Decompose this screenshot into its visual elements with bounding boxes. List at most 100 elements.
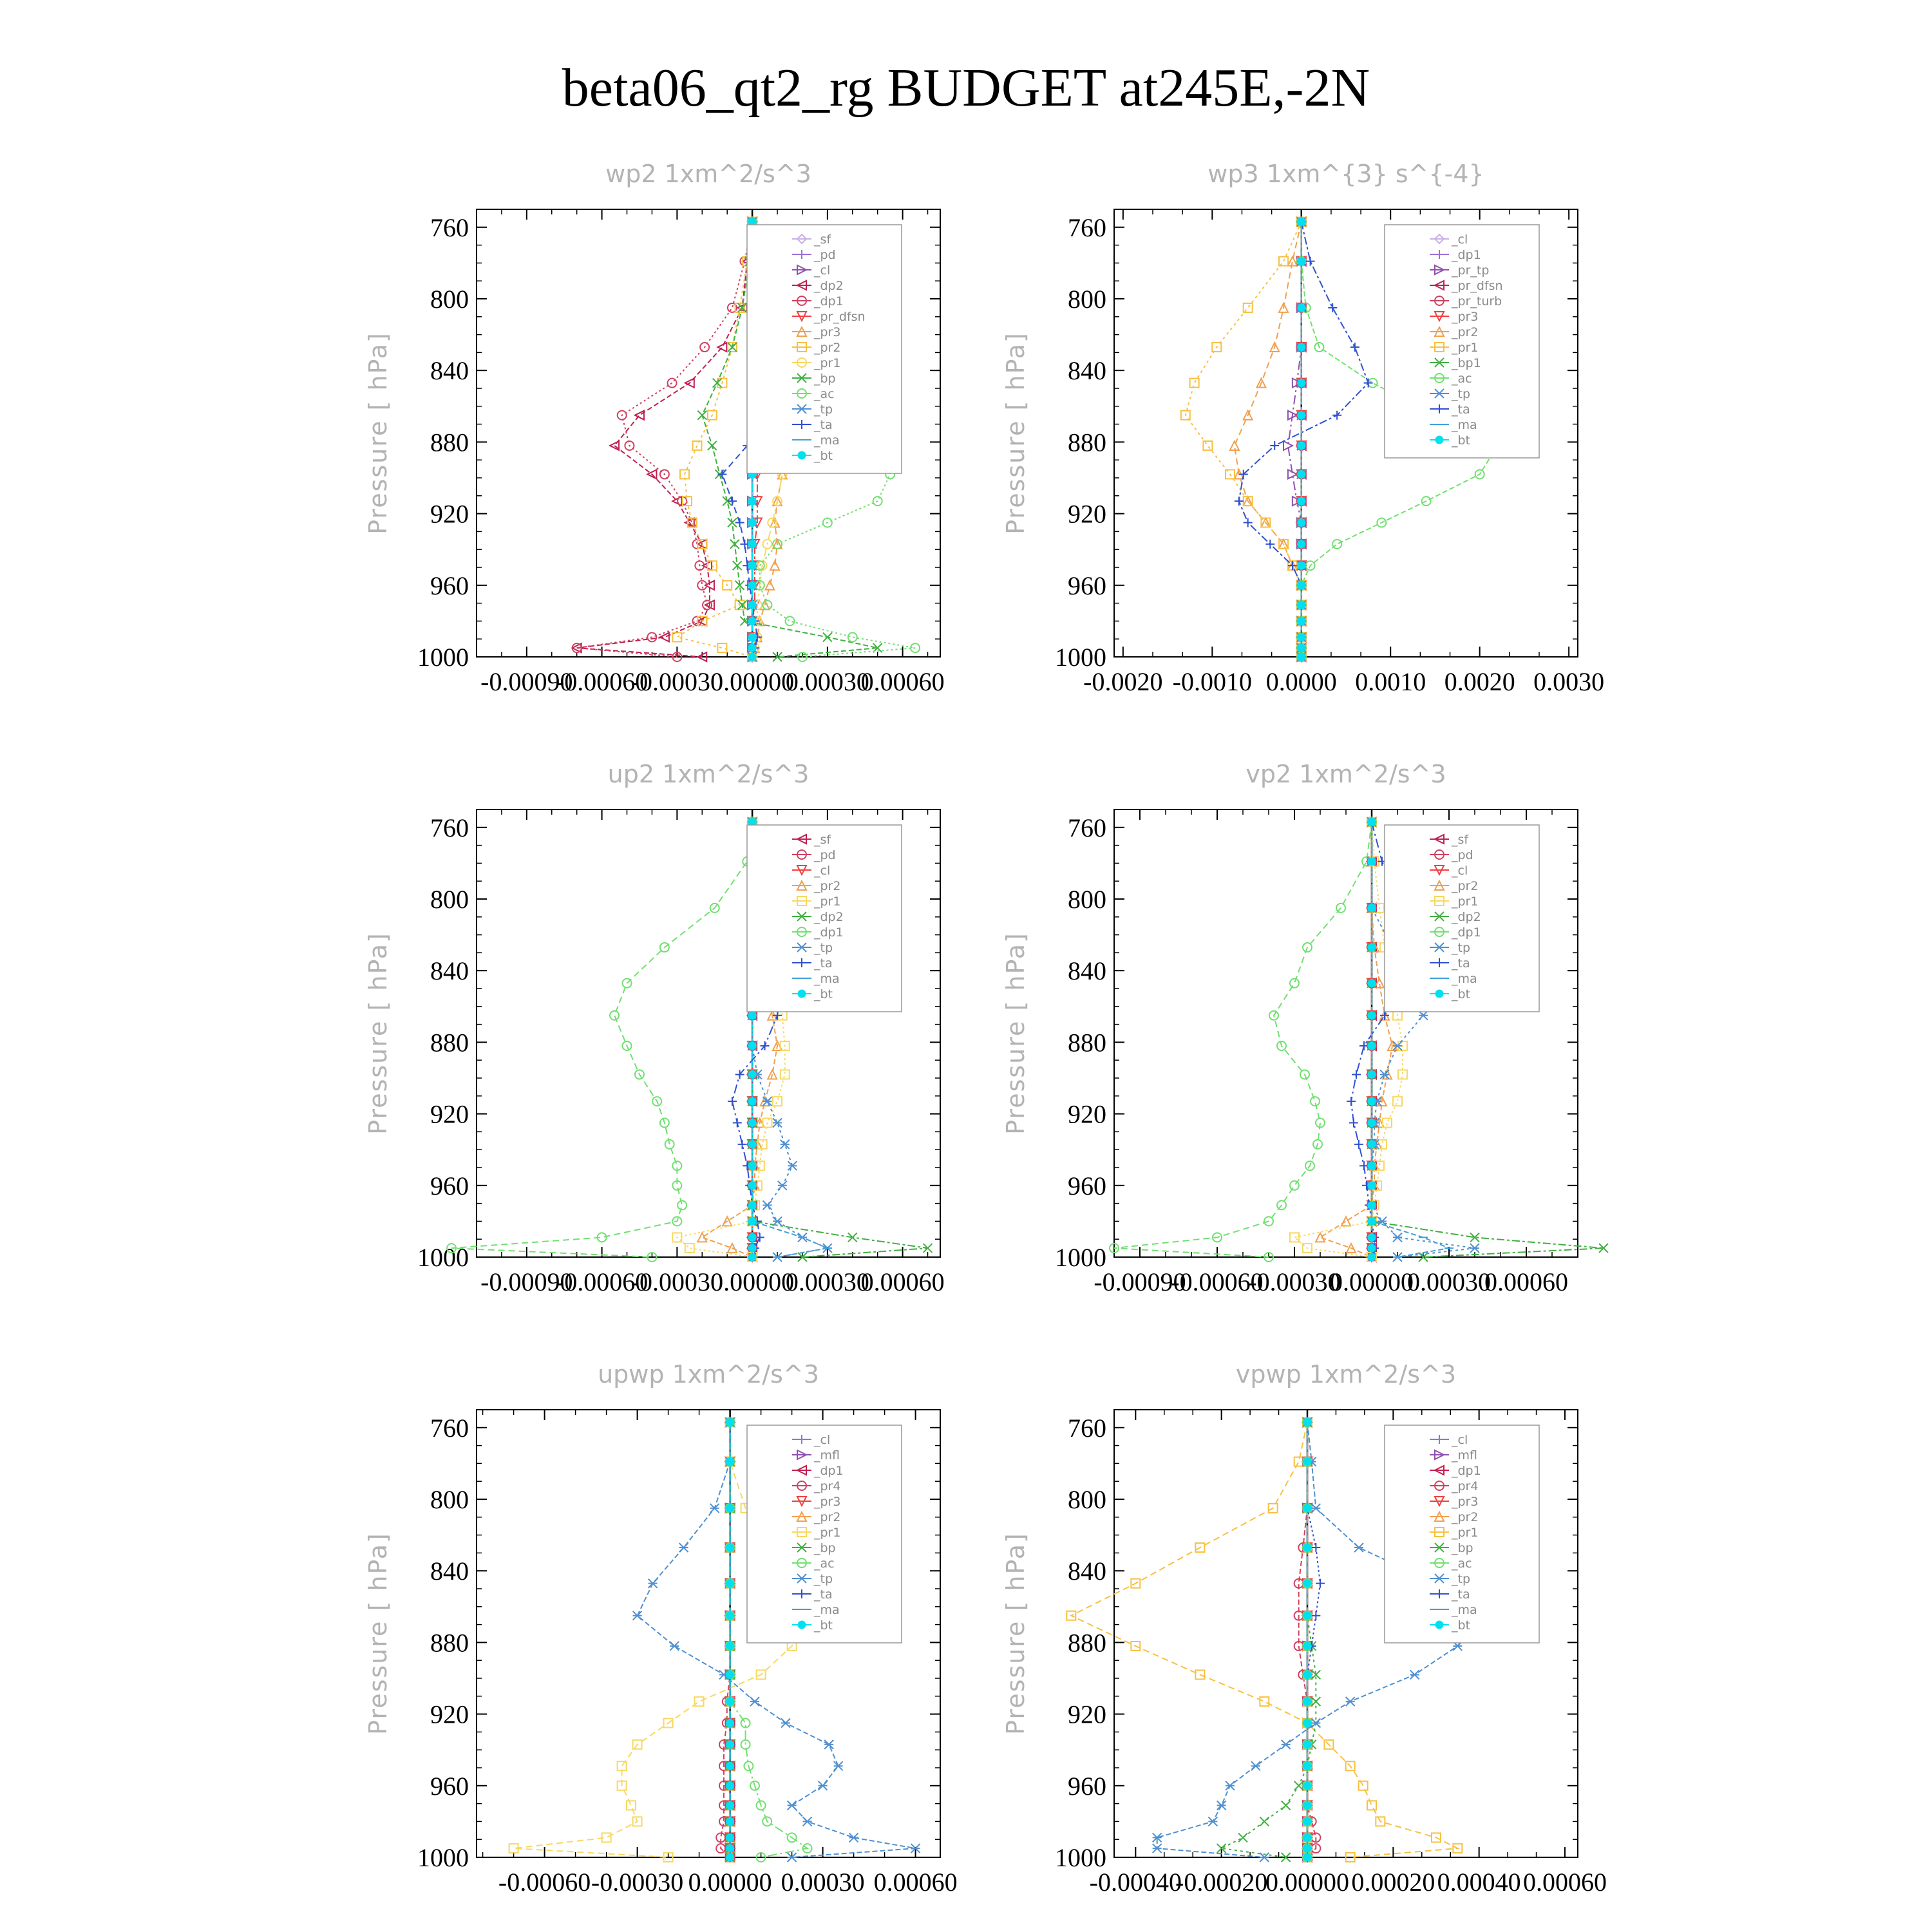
data-point <box>730 539 740 549</box>
data-point <box>787 1160 798 1171</box>
data-point <box>772 1216 782 1227</box>
data-point <box>692 440 703 451</box>
data-point <box>757 560 768 571</box>
data-point <box>726 1611 735 1620</box>
legend-label: _pr1 <box>1451 895 1478 909</box>
data-point <box>726 1740 735 1749</box>
data-point <box>683 516 695 529</box>
data-point <box>772 538 783 549</box>
y-axis-label: Pressure [ hPa] <box>1001 332 1030 535</box>
data-point <box>743 1761 754 1772</box>
legend-box <box>746 224 902 474</box>
legend-marker <box>1435 958 1444 967</box>
y-tick-label: 960 <box>430 1171 469 1200</box>
legend-label: _pr1 <box>1451 341 1478 355</box>
y-tick-label: 760 <box>1068 813 1106 842</box>
data-point <box>1303 1761 1312 1770</box>
data-point <box>1303 1719 1312 1727</box>
legend-marker <box>1434 1542 1444 1553</box>
series-line <box>1113 822 1372 1258</box>
data-point <box>732 560 743 571</box>
legend-label: _bt <box>1451 1618 1470 1633</box>
data-point <box>715 1843 726 1854</box>
data-point <box>1109 1243 1119 1254</box>
y-tick-label: 760 <box>430 213 469 242</box>
series-dp1 <box>1109 817 1377 1262</box>
data-point <box>1376 517 1387 528</box>
data-point <box>1251 1761 1261 1771</box>
data-point <box>1130 1640 1141 1651</box>
data-point <box>672 1216 683 1227</box>
data-point <box>1066 1610 1077 1621</box>
data-point <box>737 303 748 313</box>
legend-label: _sf <box>813 232 831 247</box>
data-point <box>726 1670 735 1679</box>
data-point <box>732 1118 742 1128</box>
data-point <box>446 1243 457 1254</box>
legend-box <box>746 1425 902 1643</box>
series-dp1 <box>571 216 758 662</box>
legend-label: _bp <box>1451 1541 1473 1555</box>
data-point <box>608 440 620 451</box>
data-point <box>1303 1853 1312 1862</box>
data-point <box>677 1200 688 1211</box>
legend-label: _ma <box>813 972 840 986</box>
legend-label: _bt <box>1451 987 1470 1001</box>
panel-title: up2 1xm^2/s^3 <box>608 760 810 788</box>
legend-marker <box>1434 1481 1444 1491</box>
data-point <box>1332 410 1342 420</box>
data-point <box>712 377 723 388</box>
y-tick-label: 960 <box>1068 571 1106 600</box>
data-point <box>1303 1579 1312 1588</box>
y-tick-label: 800 <box>430 885 469 914</box>
y-axis-label: Pressure [ hPa] <box>364 332 392 535</box>
data-point <box>1367 1253 1376 1262</box>
data-point <box>748 561 757 570</box>
data-point <box>1392 1232 1403 1243</box>
data-point <box>726 1579 735 1588</box>
y-tick-label: 1000 <box>417 1843 469 1872</box>
data-point <box>1189 377 1200 388</box>
data-point <box>1380 1010 1389 1020</box>
legend-label: _pr2 <box>1451 325 1478 339</box>
legend-label: _pr4 <box>1451 1479 1478 1493</box>
legend-marker <box>797 1542 807 1553</box>
data-point <box>734 302 745 313</box>
x-tick-label: 0.00000 <box>710 1267 794 1296</box>
data-point <box>1358 1780 1368 1791</box>
legend-label: _bt <box>813 449 833 463</box>
data-point <box>1311 1543 1321 1553</box>
data-point <box>1303 1833 1312 1842</box>
data-point <box>779 1069 790 1080</box>
x-tick-label: -0.00030 <box>591 1868 683 1897</box>
legend-label: _pr_turb <box>1451 294 1502 308</box>
data-point <box>697 580 708 591</box>
legend-marker <box>1435 404 1444 413</box>
data-point <box>784 616 795 627</box>
data-point <box>748 1244 757 1253</box>
data-point <box>848 1832 859 1843</box>
data-point <box>683 377 695 389</box>
legend-label: _sf <box>813 833 831 847</box>
legend-marker <box>797 958 806 967</box>
panel-title: wp3 1xm^{3} s^{-4} <box>1208 160 1484 188</box>
data-point <box>735 1070 744 1079</box>
data-point <box>681 496 692 507</box>
legend-label: _dp2 <box>813 910 844 924</box>
data-point <box>762 1096 773 1106</box>
data-point <box>764 579 775 591</box>
data-point <box>1287 468 1299 480</box>
data-point <box>872 496 883 507</box>
data-point <box>696 1231 708 1243</box>
series-line <box>720 1422 731 1858</box>
data-point <box>1431 1832 1441 1843</box>
figure-title: beta06_qt2_rg BUDGET at245E,-2N <box>562 58 1370 118</box>
legend-marker <box>797 1620 806 1629</box>
legend-marker <box>1434 296 1444 306</box>
data-point <box>773 1010 782 1020</box>
series-pr4 <box>715 1417 735 1862</box>
legend-marker <box>1434 942 1444 952</box>
data-point <box>1340 1215 1352 1227</box>
data-point <box>1367 1097 1376 1106</box>
data-point <box>1180 410 1191 421</box>
